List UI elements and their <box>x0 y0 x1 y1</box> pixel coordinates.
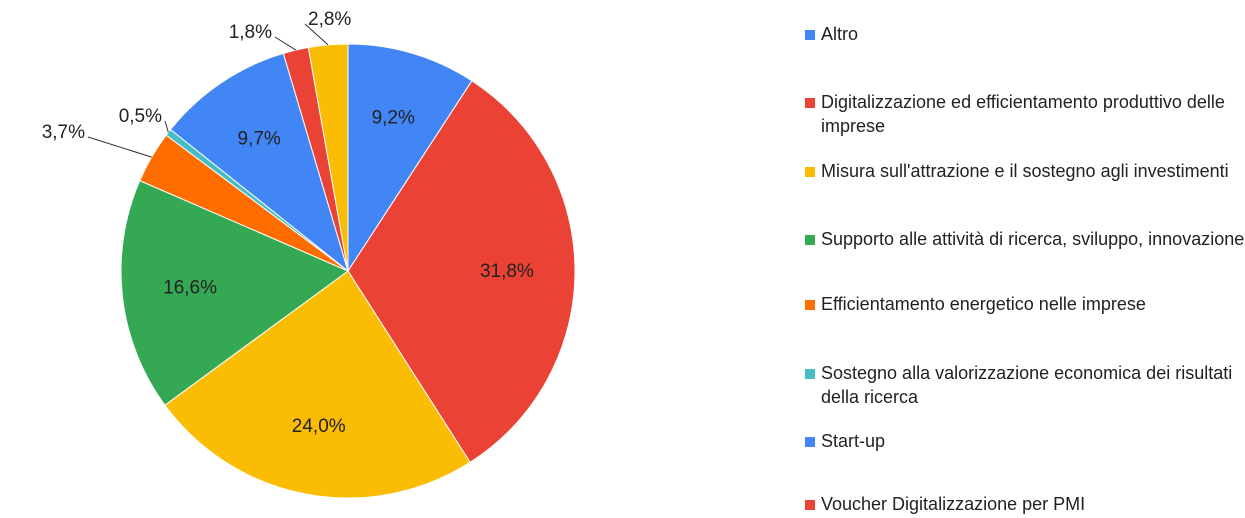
data-label: 0,5% <box>119 106 162 127</box>
legend-label: Misura sull'attrazione e il sostegno agl… <box>821 161 1229 181</box>
legend-item: Altro <box>805 22 1245 46</box>
legend-swatch <box>805 437 815 447</box>
legend-label: Digitalizzazione ed efficientamento prod… <box>821 92 1225 136</box>
legend-swatch <box>805 167 815 177</box>
legend-item: Start-up <box>805 429 1245 453</box>
legend-label: Sostegno alla valorizzazione economica d… <box>821 363 1233 407</box>
pie-slice <box>169 52 349 273</box>
legend-swatch <box>805 98 815 108</box>
legend-label: Supporto alle attività di ricerca, svilu… <box>821 229 1245 249</box>
pie-slice <box>347 80 576 464</box>
legend-label: Voucher Digitalizzazione per PMI <box>821 494 1086 514</box>
leader-line <box>87 136 152 158</box>
chart: 9,2% 31,8% 24,0% 16,6% 3,7% 0,5% 9,7% 1,8% 2,8% <box>42 9 576 499</box>
data-label: 31,8% <box>480 261 534 282</box>
legend-swatch <box>805 300 815 310</box>
pie-slice <box>347 43 473 273</box>
legend-item: Voucher Digitalizzazione per PMI <box>805 492 1245 516</box>
legend-item: Misura sull'attrazione e il sostegno agl… <box>805 159 1245 183</box>
data-label: 9,2% <box>372 108 415 129</box>
legend-label: Efficientamento energetico nelle imprese <box>821 294 1146 314</box>
data-label: 2,8% <box>308 9 351 30</box>
data-label: 3,7% <box>42 122 85 143</box>
legend-swatch <box>805 369 815 379</box>
leader-line <box>164 120 169 133</box>
legend-item: Supporto alle attività di ricerca, svilu… <box>805 227 1245 251</box>
legend-item: Sostegno alla valorizzazione economica d… <box>805 361 1245 409</box>
data-label: 24,0% <box>292 416 346 437</box>
leader-line <box>304 23 329 46</box>
legend-item: Digitalizzazione ed efficientamento prod… <box>805 90 1245 138</box>
legend-label: Altro <box>821 24 859 44</box>
pie-slice <box>120 179 349 406</box>
pie-slice <box>164 270 471 499</box>
legend-swatch <box>805 235 815 245</box>
legend-label: Start-up <box>821 431 886 451</box>
legend-swatch <box>805 30 815 40</box>
data-label: 16,6% <box>163 278 217 299</box>
leader-line <box>274 36 297 51</box>
data-label: 9,7% <box>238 128 281 149</box>
legend-swatch <box>805 500 815 510</box>
legend-item: Efficientamento energetico nelle imprese <box>805 292 1245 316</box>
data-label: 1,8% <box>229 22 272 43</box>
